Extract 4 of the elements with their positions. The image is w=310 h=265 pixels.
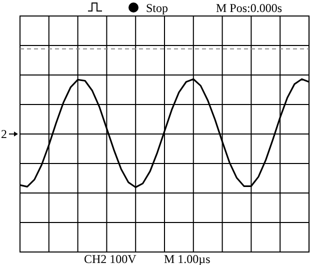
text: CH2 100V xyxy=(84,252,136,265)
text: M Pos:0.000s xyxy=(216,1,282,15)
text: 2 xyxy=(1,127,7,141)
text: Stop xyxy=(146,1,168,15)
